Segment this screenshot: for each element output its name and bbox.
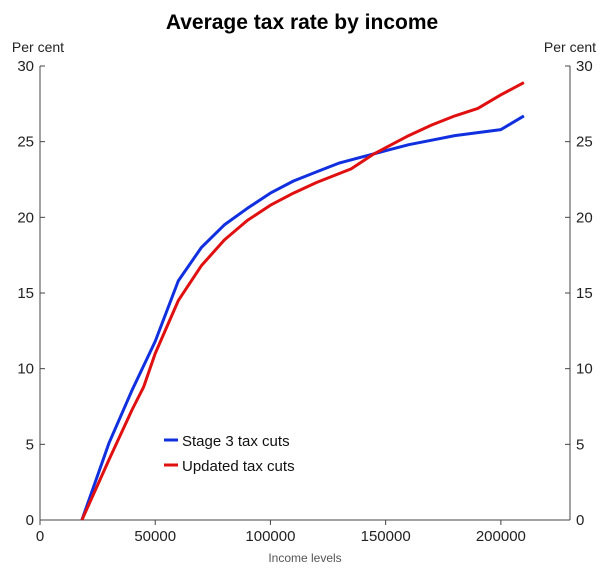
y-tick-label-right: 15 [576,285,593,302]
x-tick-label: 50000 [134,528,176,545]
axes [39,65,571,525]
y-tick-label-left: 5 [26,436,34,453]
y-tick-label-right: 20 [576,209,593,226]
right-axis-unit-label: Per cent [544,39,596,55]
y-tick-label-right: 30 [576,58,593,75]
y-tick-label-left: 20 [17,209,34,226]
series-line-updated [80,81,525,521]
x-tick-label: 200000 [476,528,526,545]
y-tick-label-left: 30 [17,58,34,75]
legend-label-stage3: Stage 3 tax cuts [182,433,290,450]
x-tick-label: 150000 [361,528,411,545]
legend: Stage 3 tax cuts Updated tax cuts [164,433,295,475]
y-tick-label-right: 25 [576,134,593,151]
chart-title: Average tax rate by income [166,11,438,34]
y-tick-label-right: 10 [576,361,593,378]
y-tick-label-left: 25 [17,134,34,151]
left-axis-unit-label: Per cent [12,39,64,55]
x-tick-label: 0 [36,528,44,545]
x-axis-title: Income levels [268,551,341,565]
series-lines [80,81,525,521]
y-tick-label-left: 15 [17,285,34,302]
legend-item-stage3: Stage 3 tax cuts [164,433,290,450]
series-line-stage3 [80,114,525,521]
y-tick-label-left: 10 [17,361,34,378]
legend-item-updated: Updated tax cuts [164,458,295,475]
y-tick-label-left: 0 [26,512,34,529]
x-tick-label: 100000 [245,528,295,545]
y-tick-label-right: 0 [576,512,584,529]
y-tick-label-right: 5 [576,436,584,453]
legend-label-updated: Updated tax cuts [182,458,295,475]
